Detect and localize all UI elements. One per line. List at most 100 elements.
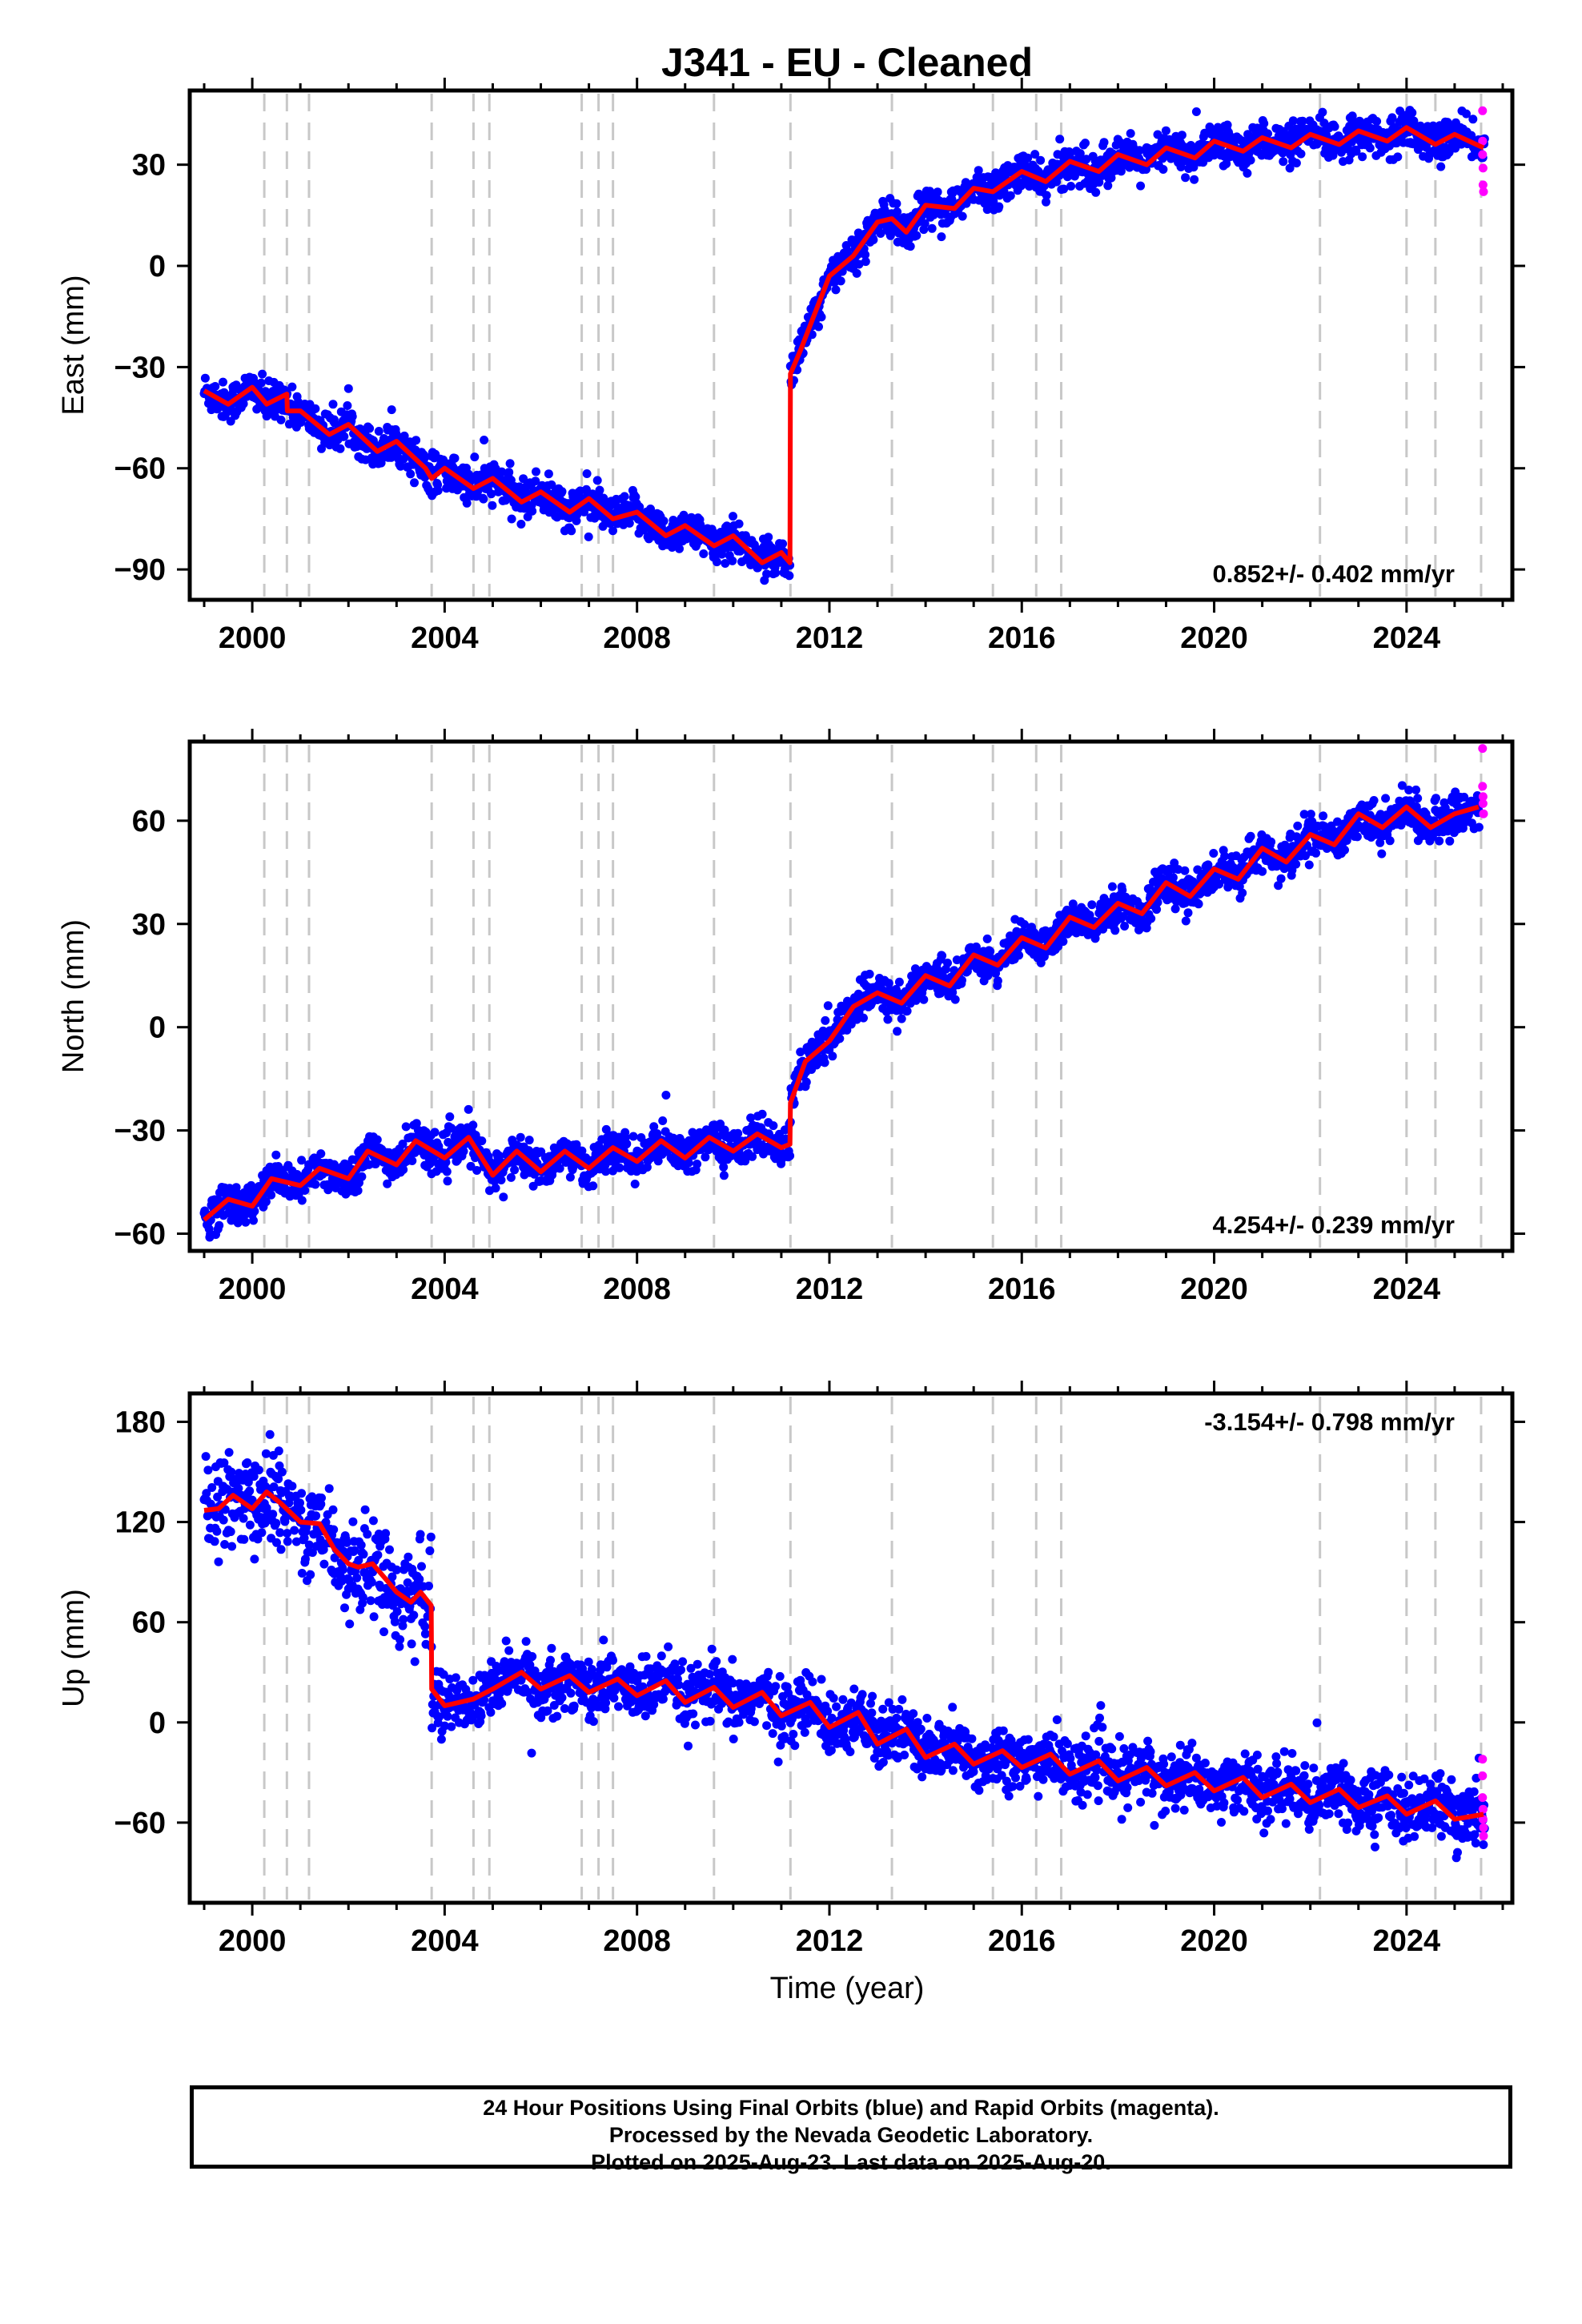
data-point	[764, 533, 773, 542]
data-point	[652, 1129, 662, 1139]
data-point	[1460, 792, 1469, 802]
data-point	[1293, 821, 1303, 830]
x-tick-label: 2016	[988, 1273, 1056, 1306]
data-point	[496, 1176, 506, 1184]
data-point	[620, 492, 629, 501]
data-point	[912, 231, 921, 240]
x-tick-label: 2012	[796, 1273, 864, 1306]
data-point	[1030, 150, 1040, 159]
y-tick-label: −30	[114, 351, 166, 384]
data-point	[859, 1013, 868, 1023]
data-point	[265, 1429, 275, 1439]
data-point	[565, 1172, 575, 1182]
data-point	[1462, 109, 1471, 119]
data-point	[383, 1179, 392, 1188]
rapid-point	[1478, 798, 1488, 808]
data-point	[445, 1112, 455, 1121]
data-point	[893, 1027, 902, 1036]
data-point	[1243, 168, 1252, 178]
data-point	[624, 518, 634, 528]
data-point	[1311, 848, 1321, 858]
data-point	[615, 1163, 624, 1172]
data-point	[653, 1156, 663, 1166]
data-point	[271, 1518, 281, 1528]
x-tick-label: 2008	[603, 621, 671, 655]
rapid-point	[1478, 744, 1488, 754]
data-point	[817, 312, 826, 322]
data-point	[450, 453, 460, 463]
data-point	[1059, 184, 1069, 194]
data-point	[250, 1206, 259, 1216]
data-point	[699, 549, 709, 558]
data-point	[1387, 113, 1397, 123]
data-point	[219, 1515, 228, 1525]
data-point	[894, 977, 904, 987]
data-point	[488, 501, 497, 510]
data-point	[398, 1140, 408, 1148]
data-point	[499, 1192, 508, 1202]
data-point	[814, 322, 823, 332]
data-point	[876, 229, 885, 238]
data-point	[267, 1190, 276, 1200]
data-point	[1267, 837, 1276, 846]
data-point	[260, 1518, 270, 1528]
data-point	[567, 526, 576, 536]
data-point	[785, 571, 794, 581]
data-point	[982, 205, 992, 215]
data-point	[214, 1557, 223, 1566]
data-point	[1358, 152, 1367, 162]
data-point	[401, 1122, 411, 1132]
data-point	[1134, 146, 1144, 155]
data-point	[1285, 163, 1295, 173]
data-point	[1431, 794, 1440, 803]
x-tick-label: 2000	[219, 621, 287, 655]
x-tick-label: 2020	[1180, 1273, 1248, 1306]
data-point	[1411, 785, 1421, 794]
data-point	[528, 506, 537, 516]
data-point	[480, 436, 489, 444]
data-point	[274, 1446, 283, 1456]
data-point	[733, 1128, 743, 1138]
data-point	[601, 1124, 611, 1134]
data-point	[1333, 817, 1342, 826]
data-point	[1082, 155, 1091, 164]
data-point	[991, 171, 1001, 180]
data-point	[943, 959, 952, 967]
data-point	[472, 1166, 482, 1175]
data-point	[504, 468, 514, 477]
data-point	[220, 1540, 230, 1549]
data-point	[410, 478, 419, 488]
data-point	[1351, 147, 1361, 156]
data-point	[1393, 152, 1403, 162]
rapid-point	[1478, 163, 1488, 173]
y-tick-label: −30	[114, 1115, 166, 1148]
x-tick-label: 2020	[1180, 621, 1248, 655]
data-point	[1191, 107, 1201, 116]
data-point	[771, 568, 781, 577]
data-point	[1296, 149, 1306, 159]
data-point	[408, 1156, 417, 1165]
data-point	[720, 1125, 729, 1135]
data-point	[1189, 163, 1199, 172]
data-point	[675, 544, 684, 553]
data-point	[1436, 162, 1446, 171]
data-point	[234, 1484, 243, 1493]
data-point	[339, 432, 349, 441]
data-point	[1413, 794, 1423, 803]
data-point	[257, 1528, 267, 1538]
data-point	[1023, 153, 1033, 163]
data-point	[256, 378, 266, 388]
data-point	[1377, 849, 1387, 858]
data-point	[1276, 874, 1286, 883]
data-point	[372, 1135, 382, 1144]
data-point	[1392, 139, 1401, 148]
y-tick-label: −60	[114, 1218, 166, 1252]
data-point	[1258, 866, 1267, 876]
data-point	[239, 399, 248, 408]
data-point	[487, 489, 496, 499]
data-point	[796, 1047, 805, 1057]
data-point	[387, 452, 396, 462]
data-point	[821, 1015, 830, 1025]
data-point	[1014, 951, 1024, 960]
rapid-point	[1478, 136, 1488, 146]
